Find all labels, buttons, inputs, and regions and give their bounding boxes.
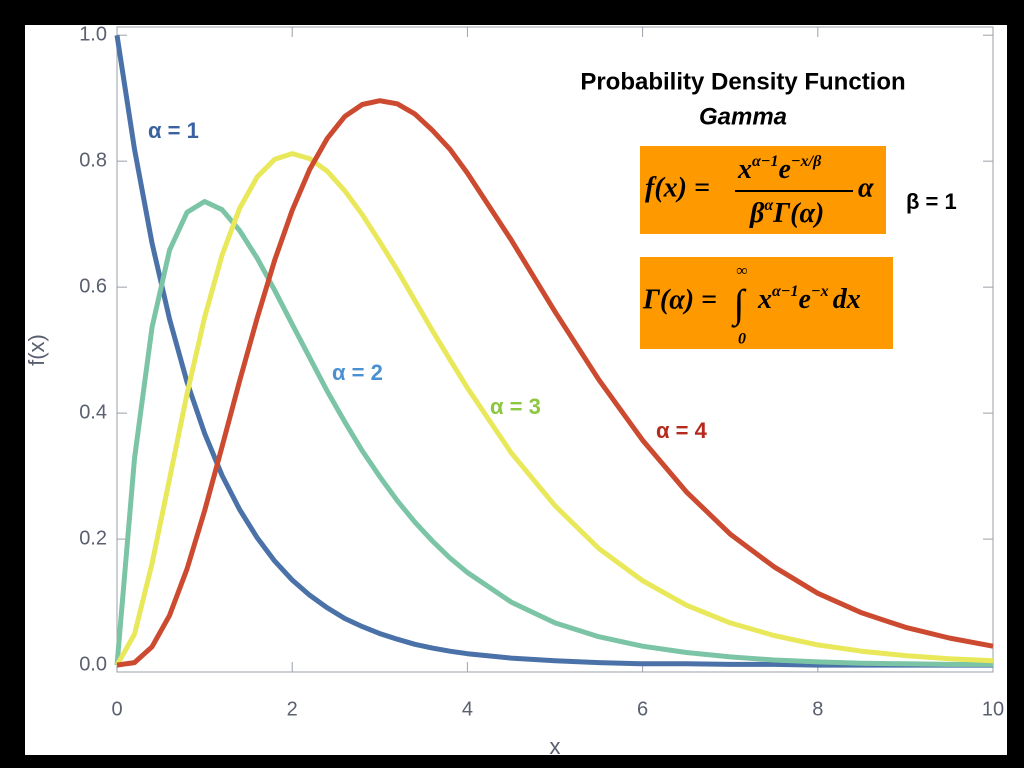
chart-subtitle: Gamma (699, 103, 787, 130)
formula-numerator: xα−1e−x/β (737, 153, 822, 186)
integral-lower: 0 (738, 331, 746, 348)
x-tick-label: 0 (111, 698, 122, 720)
formula-box (640, 257, 893, 349)
formula-part: −x (811, 283, 829, 300)
x-tick-label: 10 (982, 698, 1004, 720)
formula-part: e (779, 154, 791, 185)
formula-factor: α (858, 172, 874, 203)
formula-part: β (749, 198, 765, 229)
x-tick-label: 4 (462, 698, 473, 720)
x-tick-label: 8 (812, 698, 823, 720)
series-line (114, 34, 993, 668)
integral-sign: ∫ (731, 281, 747, 328)
x-axis-label: x (550, 734, 561, 759)
y-tick-label: 0.8 (79, 149, 107, 171)
series-line (114, 151, 994, 667)
series-line (114, 199, 993, 667)
integral-upper: ∞ (736, 263, 747, 280)
series-label: α = 1 (148, 118, 199, 143)
formula-part: −x/β (791, 153, 822, 170)
axes-frame (116, 26, 994, 673)
formula-part: α (764, 197, 774, 214)
formula-part: dx (833, 284, 861, 315)
formula-integrand: xα−1e−x dx (757, 283, 861, 316)
formula-part: x (757, 284, 772, 315)
formula-lhs: f(x) = (645, 172, 710, 203)
x-tick-label: 2 (287, 698, 298, 720)
y-tick-label: 0.2 (79, 527, 107, 549)
beta-annotation: β = 1 (906, 189, 957, 214)
series-label: α = 4 (656, 418, 708, 443)
chart-title: Probability Density Function (580, 68, 905, 95)
formula-part: Γ(α) (772, 198, 824, 229)
series-label: α = 2 (332, 360, 383, 385)
series-line (116, 98, 994, 668)
formula-part: α−1 (772, 283, 799, 300)
formula-part: α−1 (752, 153, 779, 170)
y-axis-label: f(x) (24, 334, 49, 366)
y-tick-label: 0.0 (79, 653, 107, 675)
formula-part: e (799, 284, 811, 315)
formula-denominator: βαΓ(α) (749, 197, 824, 230)
y-tick-label: 1.0 (79, 23, 107, 45)
formula-lhs: Γ(α) = (642, 284, 717, 315)
series-label: α = 3 (490, 394, 541, 419)
y-tick-label: 0.4 (79, 401, 107, 423)
x-tick-label: 6 (637, 698, 648, 720)
formula-part: x (737, 154, 752, 185)
y-tick-label: 0.6 (79, 275, 107, 297)
